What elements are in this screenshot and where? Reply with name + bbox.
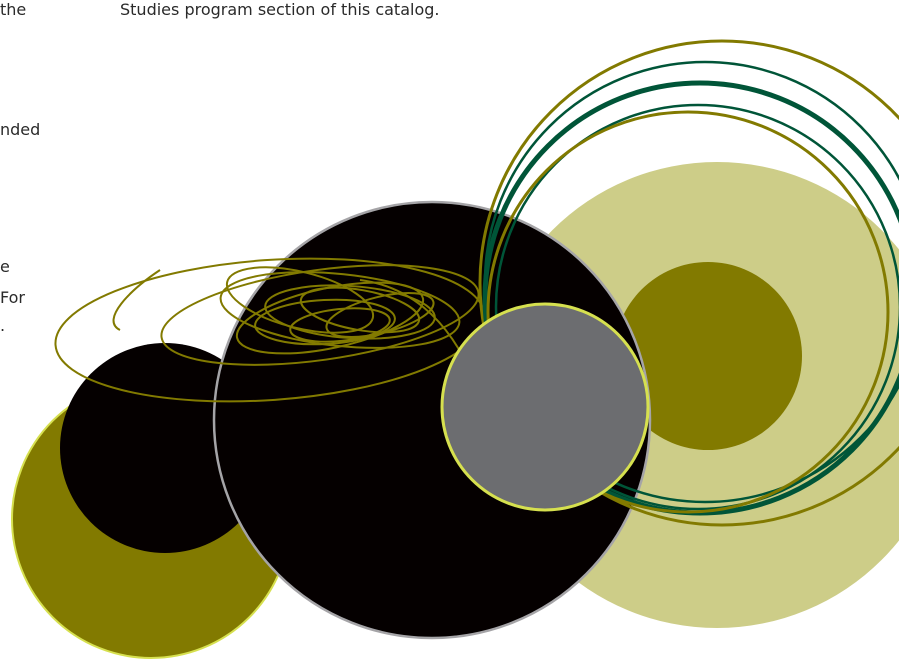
- gray-center-circle: [440, 302, 650, 512]
- body-text-fragment-4: For: [0, 288, 25, 307]
- body-text-fragment-1: the: [0, 0, 27, 19]
- body-text-fragment-2: nded: [0, 120, 41, 139]
- arc-rings: [478, 39, 899, 527]
- body-text-fragment-5: .: [0, 316, 6, 335]
- top-body-text-line: Studies program section of this catalog.: [120, 0, 440, 19]
- body-text-fragment-3: e: [0, 257, 10, 276]
- olive-inner-circle: [614, 262, 802, 450]
